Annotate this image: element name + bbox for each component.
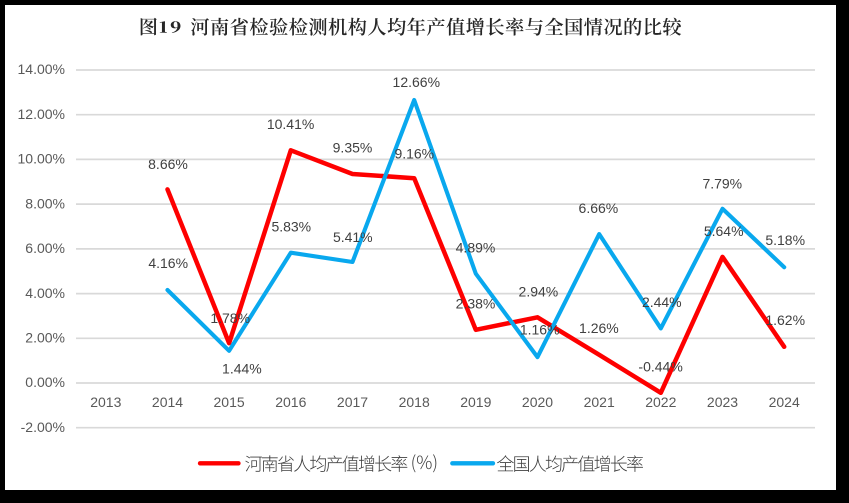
- svg-text:9.35%: 9.35%: [333, 140, 373, 156]
- svg-text:1.62%: 1.62%: [765, 312, 805, 328]
- svg-text:1.44%: 1.44%: [222, 361, 262, 377]
- svg-text:5.41%: 5.41%: [333, 229, 373, 245]
- svg-text:5.18%: 5.18%: [765, 232, 805, 248]
- svg-text:10.41%: 10.41%: [267, 116, 314, 132]
- svg-text:12.00%: 12.00%: [18, 106, 65, 122]
- svg-text:2014: 2014: [152, 394, 183, 410]
- svg-text:1.26%: 1.26%: [579, 320, 619, 336]
- svg-text:2.94%: 2.94%: [519, 284, 559, 300]
- svg-text:2023: 2023: [707, 394, 738, 410]
- svg-text:6.66%: 6.66%: [579, 200, 619, 216]
- svg-text:5.64%: 5.64%: [704, 223, 744, 239]
- svg-text:4.16%: 4.16%: [148, 255, 188, 271]
- svg-text:12.66%: 12.66%: [393, 74, 440, 90]
- svg-text:2015: 2015: [214, 394, 245, 410]
- svg-text:2.44%: 2.44%: [642, 294, 682, 310]
- svg-text:2022: 2022: [645, 394, 676, 410]
- svg-text:-2.00%: -2.00%: [21, 419, 65, 435]
- svg-text:-0.44%: -0.44%: [638, 358, 682, 374]
- svg-text:4.00%: 4.00%: [25, 285, 65, 301]
- svg-text:7.79%: 7.79%: [702, 176, 742, 192]
- svg-text:5.83%: 5.83%: [271, 218, 311, 234]
- svg-text:2019: 2019: [460, 394, 491, 410]
- svg-text:2013: 2013: [90, 394, 121, 410]
- svg-text:8.00%: 8.00%: [25, 195, 65, 211]
- svg-text:2020: 2020: [522, 394, 553, 410]
- svg-text:2.00%: 2.00%: [25, 330, 65, 346]
- svg-text:14.00%: 14.00%: [18, 61, 65, 77]
- svg-text:0.00%: 0.00%: [25, 374, 65, 390]
- svg-text:2.38%: 2.38%: [456, 296, 496, 312]
- svg-text:4.89%: 4.89%: [456, 240, 496, 256]
- svg-text:1.78%: 1.78%: [210, 310, 250, 326]
- svg-text:2024: 2024: [769, 394, 800, 410]
- svg-text:8.66%: 8.66%: [148, 156, 188, 172]
- svg-text:2016: 2016: [275, 394, 306, 410]
- svg-text:2018: 2018: [399, 394, 430, 410]
- svg-text:6.00%: 6.00%: [25, 240, 65, 256]
- svg-text:9.16%: 9.16%: [394, 146, 434, 162]
- svg-text:10.00%: 10.00%: [18, 151, 65, 167]
- svg-text:2021: 2021: [584, 394, 615, 410]
- svg-text:2017: 2017: [337, 394, 368, 410]
- svg-text:1.16%: 1.16%: [520, 322, 560, 338]
